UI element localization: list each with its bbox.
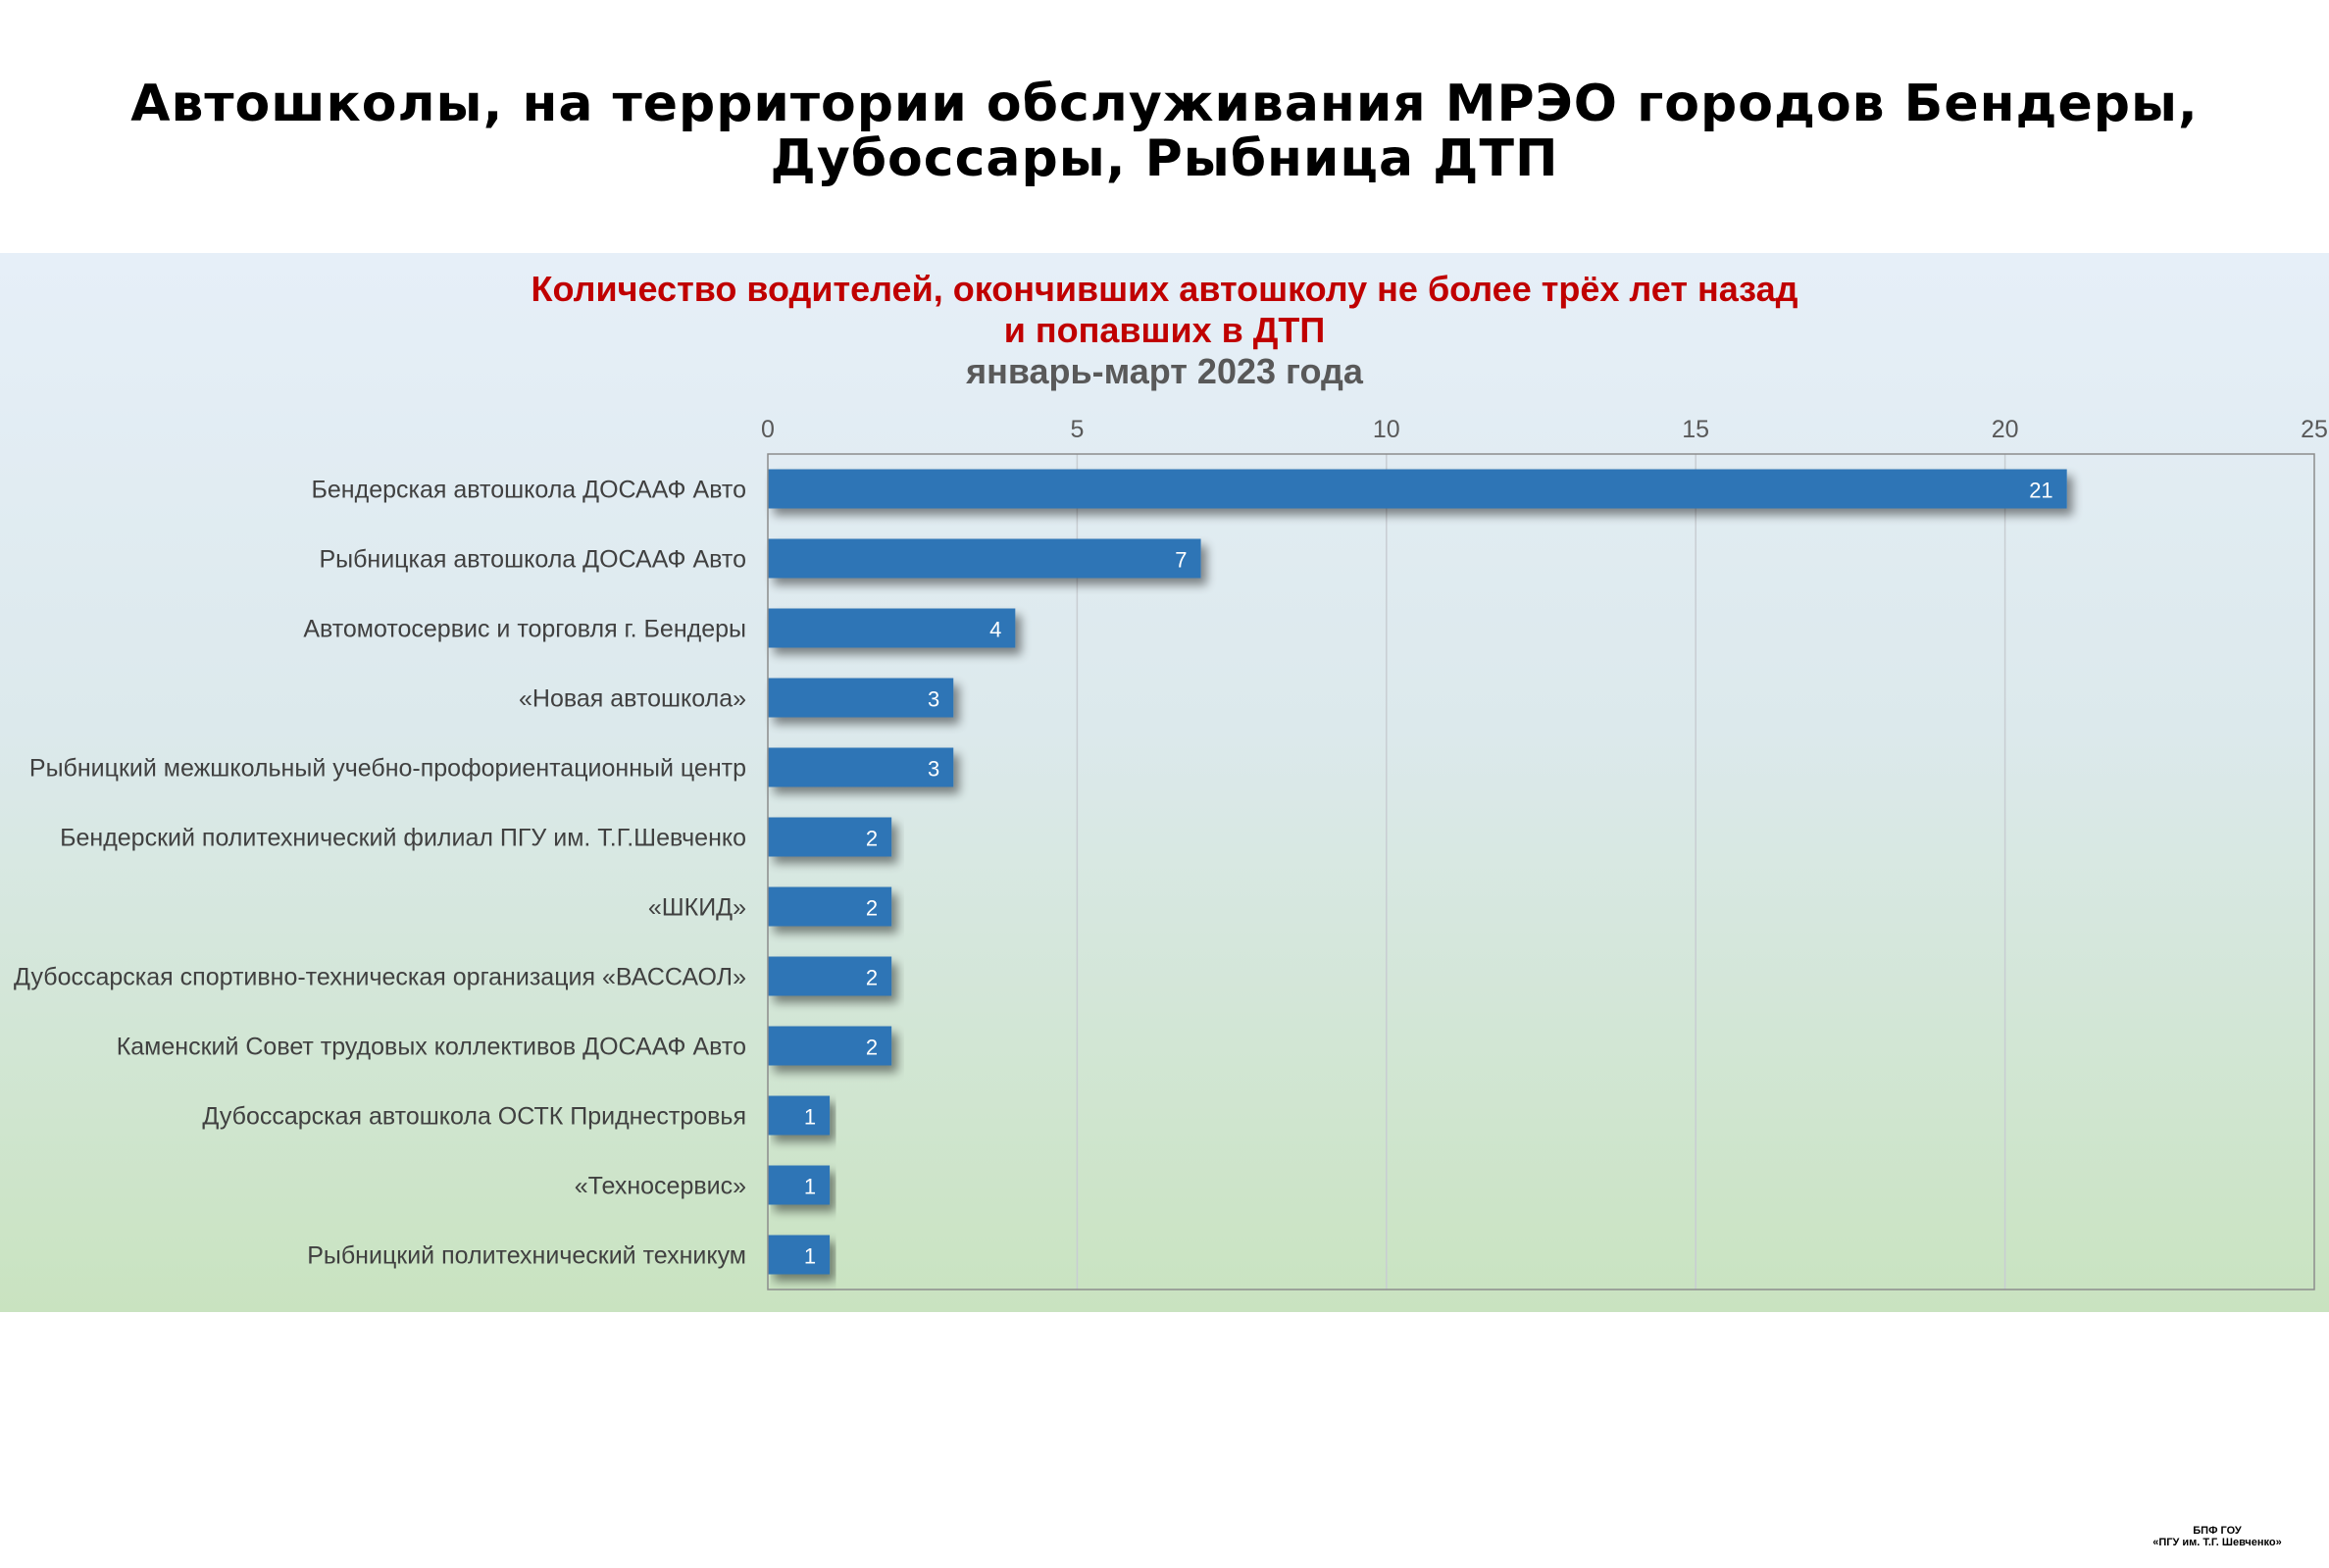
bar-chart: 0 5 10 15 20 25 Бендерская автошкола ДОСААФ А… [14,416,2328,1290]
data-label: 2 [866,827,878,851]
data-label: 2 [866,966,878,990]
data-label: 7 [1175,548,1187,573]
chart-title-line1: Количество водителей, окончивших автошко… [531,269,1798,309]
chart-panel: Количество водителей, окончивших автошко… [0,253,2329,1312]
bar [768,678,954,718]
data-label: 3 [928,687,939,712]
category-label: Рыбницкая автошкола ДОСААФ Авто [319,546,746,574]
data-label: 4 [989,618,1001,642]
footer-note: БПФ ГОУ «ПГУ им. Т.Г. Шевченко» [2119,1525,2315,1548]
bar [768,538,1201,579]
plot-area-frame [767,453,2315,1290]
chart-subtitle: январь-март 2023 года [966,351,1363,391]
bar [768,1165,831,1205]
category-label: Автомотосервис и торговля г. Бендеры [303,616,746,643]
data-label: 1 [804,1175,816,1199]
bar [768,1235,831,1275]
data-label: 2 [866,896,878,921]
x-tick-label: 0 [761,416,775,443]
bar [768,1095,831,1136]
data-label: 2 [866,1036,878,1060]
data-label: 1 [804,1244,816,1269]
category-label: «Новая автошкола» [519,685,746,713]
page-title-line1: Автошколы, на территории обслуживания МР… [130,75,2199,133]
data-label: 21 [2029,479,2052,503]
footer-line1: БПФ ГОУ [2193,1525,2242,1537]
category-label: «Техносервис» [575,1173,746,1200]
chart-title-line2: и попавших в ДТП [1003,310,1326,350]
category-label: Бендерский политехнический филиал ПГУ им… [60,825,746,852]
bar [768,956,892,996]
bar [768,608,1016,648]
page-title-line2: Дубоссары, Рыбница ДТП [770,129,1559,188]
category-label: Каменский Совет трудовых коллективов ДОС… [117,1034,746,1061]
bar [768,886,892,927]
category-label: Бендерская автошкола ДОСААФ Авто [312,477,747,504]
category-label: Дубоссарская автошкола ОСТК Приднестровь… [202,1103,746,1131]
data-label: 3 [928,757,939,782]
category-label: Рыбницкий межшкольный учебно-профориента… [29,755,746,783]
data-label: 1 [804,1105,816,1130]
x-tick-label: 5 [1070,416,1084,443]
x-tick-label: 10 [1373,416,1400,443]
bar [768,469,2067,509]
footer-line2: «ПГУ им. Т.Г. Шевченко» [2152,1537,2282,1548]
category-label: Дубоссарская спортивно-техническая орган… [14,964,746,991]
category-label: «ШКИД» [648,894,746,922]
x-tick-label: 20 [1992,416,2019,443]
x-tick-label: 25 [2301,416,2328,443]
x-tick-label: 15 [1682,416,1709,443]
bar [768,1026,892,1066]
category-label: Рыбницкий политехнический техникум [307,1242,746,1270]
bar [768,817,892,857]
page-title: Автошколы, на территории обслуживания МР… [0,76,2329,186]
bar [768,747,954,787]
